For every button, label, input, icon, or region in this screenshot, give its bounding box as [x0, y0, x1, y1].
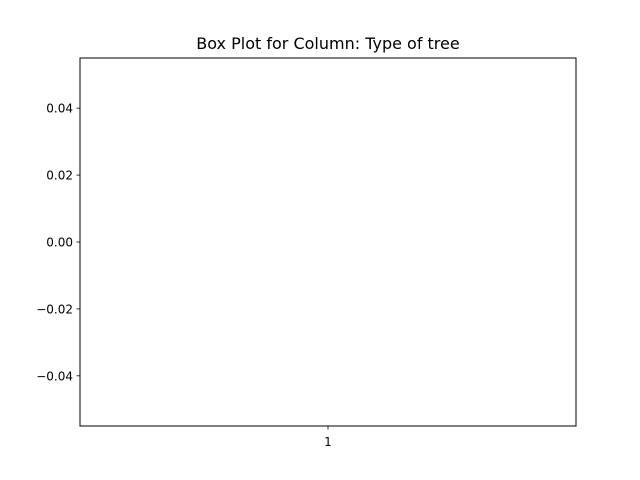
y-tick-label: 0.00: [46, 236, 73, 250]
chart-title: Box Plot for Column: Type of tree: [196, 34, 459, 53]
y-tick-label: 0.02: [46, 169, 73, 183]
y-axis: −0.04 −0.02 0.00 0.02 0.04: [36, 102, 80, 383]
y-tick-label: −0.02: [36, 302, 73, 316]
y-tick-label: −0.04: [36, 369, 73, 383]
x-tick-label: 1: [324, 435, 332, 449]
x-axis: 1: [324, 426, 332, 449]
y-tick-label: 0.04: [46, 102, 73, 116]
